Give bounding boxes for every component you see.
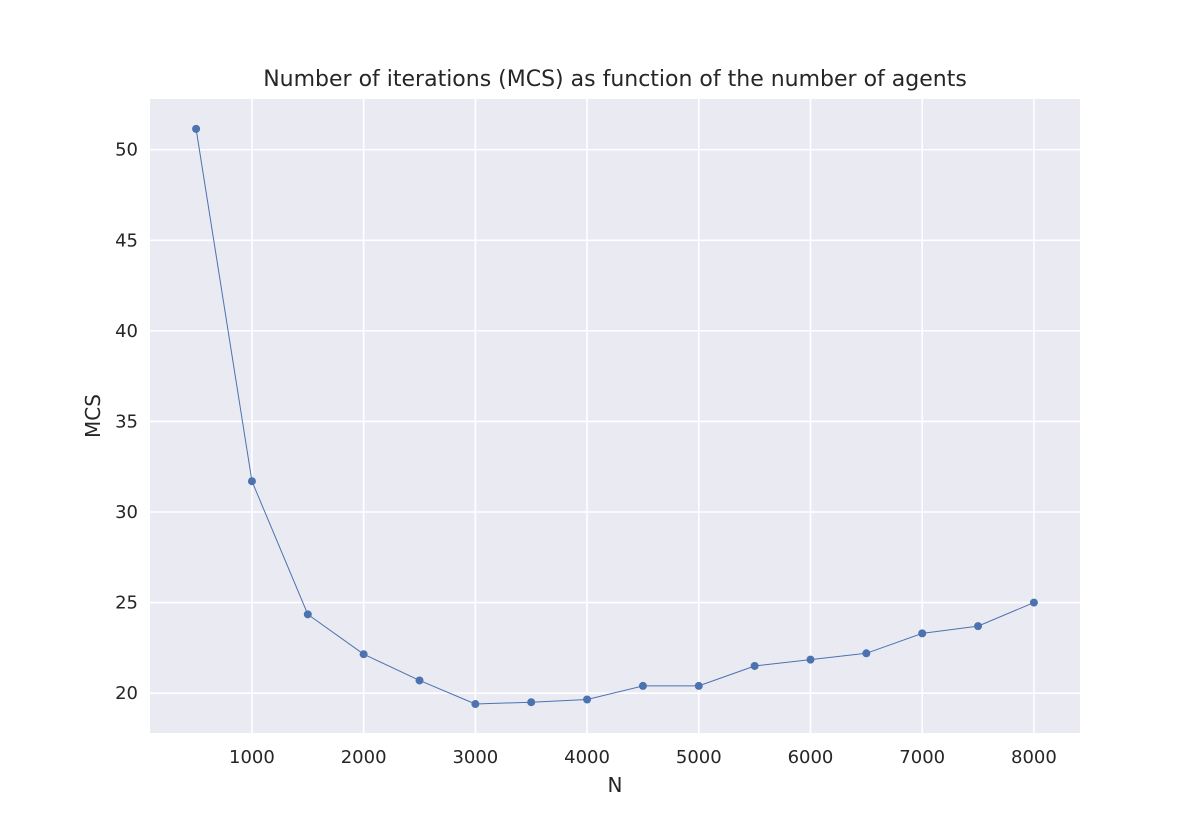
data-point — [583, 695, 592, 704]
x-tick-label: 2000 — [341, 747, 387, 768]
grid-lines — [150, 99, 1080, 733]
data-point — [359, 650, 368, 659]
y-tick-label: 50 — [115, 140, 138, 161]
x-tick-label: 7000 — [899, 747, 945, 768]
x-tick-label: 1000 — [229, 747, 275, 768]
x-tick-label: 3000 — [452, 747, 498, 768]
chart-title: Number of iterations (MCS) as function o… — [263, 67, 967, 92]
plot-area — [150, 99, 1080, 733]
data-point — [694, 681, 703, 690]
data-point — [862, 649, 871, 658]
data-point — [303, 610, 312, 619]
x-axis-label: N — [608, 773, 623, 797]
data-point — [192, 124, 201, 133]
x-tick-label: 6000 — [788, 747, 834, 768]
data-point — [527, 698, 536, 707]
data-point — [638, 681, 647, 690]
data-point — [1029, 598, 1038, 607]
data-point — [974, 622, 983, 631]
series-layer — [192, 124, 1038, 709]
y-tick-label: 35 — [115, 411, 138, 432]
y-axis-label: MCS — [81, 394, 105, 438]
data-point — [247, 477, 256, 486]
y-tick-label: 45 — [115, 230, 138, 251]
series-line — [195, 128, 1035, 705]
data-point — [750, 661, 759, 670]
x-tick-label: 5000 — [676, 747, 722, 768]
data-point — [806, 655, 815, 664]
y-tick-label: 30 — [115, 502, 138, 523]
data-point — [415, 676, 424, 685]
y-tick-label: 40 — [115, 321, 138, 342]
x-tick-label: 8000 — [1011, 747, 1057, 768]
y-tick-label: 20 — [115, 683, 138, 704]
tick-labels: 1000 2000 3000 4000 5000 6000 7000 8000 20 25 30 35… — [115, 140, 1057, 768]
y-tick-label: 25 — [115, 593, 138, 614]
data-point — [471, 700, 480, 709]
x-tick-label: 4000 — [564, 747, 610, 768]
data-point — [918, 629, 927, 638]
